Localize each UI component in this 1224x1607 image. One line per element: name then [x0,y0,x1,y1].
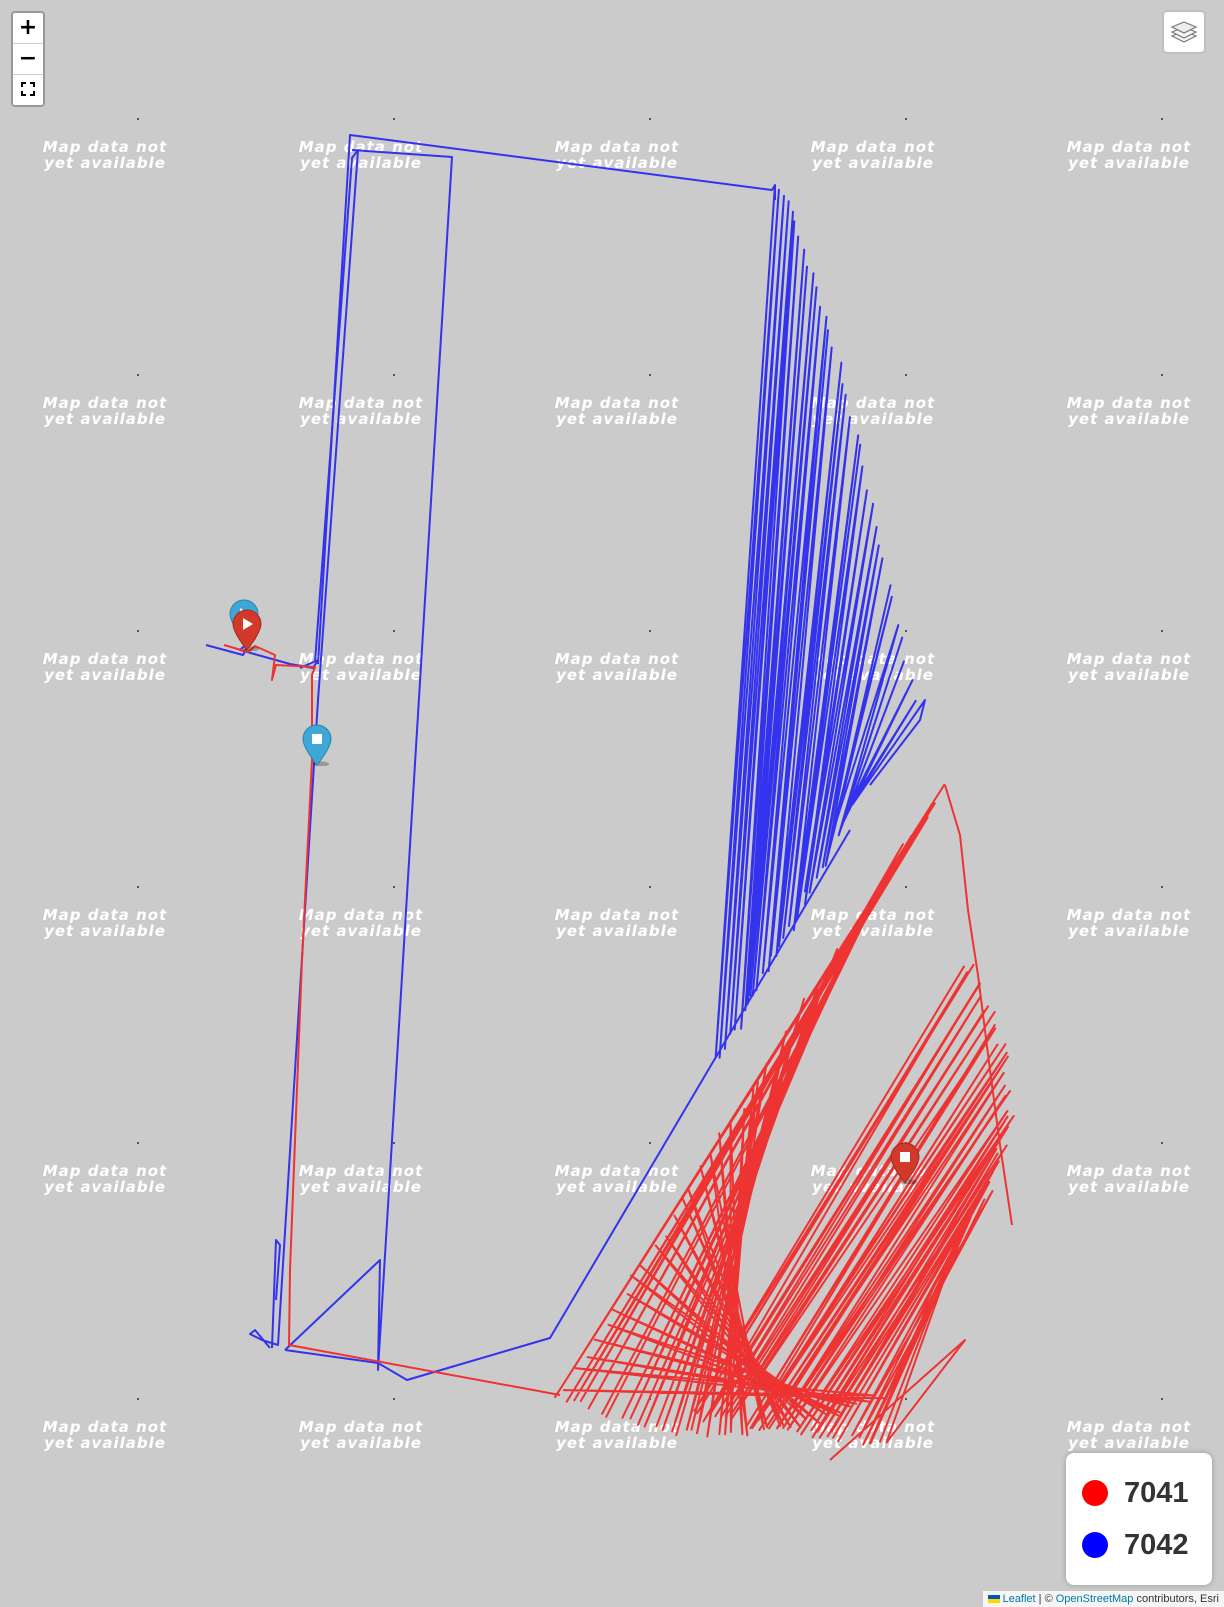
stop-icon [312,734,322,744]
tile-corner-dot [905,1398,907,1400]
tile-placeholder-text: Map data not yet available [1066,138,1192,172]
legend: 7041 7042 [1066,1453,1212,1585]
tile-corner-dot [393,630,395,632]
track-segment [944,784,1013,1226]
track-7042[interactable] [205,134,926,1381]
start-marker-7041[interactable] [231,609,263,651]
fullscreen-button[interactable] [13,75,43,105]
legend-swatch [1082,1480,1108,1506]
tile-placeholder-text: Map data not yet available [554,138,680,172]
end-marker-7042[interactable] [301,724,333,766]
attribution: Leaflet | © OpenStreetMap contributors, … [982,1591,1224,1607]
track-segment [284,829,851,1381]
tile-placeholder-text: Map data not yet available [810,394,936,428]
layers-icon [1170,21,1198,43]
zoom-control: + − [11,11,45,107]
tile-corner-dot [649,886,651,888]
end-marker-7041[interactable] [889,1142,921,1184]
tile-corner-dot [137,630,139,632]
tile-corner-dot [393,1142,395,1144]
tile-placeholder-text: Map data not yet available [42,906,168,940]
tile-corner-dot [1161,118,1163,120]
fullscreen-icon [21,82,35,96]
legend-label: 7041 [1124,1476,1189,1509]
play-icon [243,618,253,630]
track-segment [223,644,561,1396]
tile-corner-dot [393,118,395,120]
ukraine-flag-icon [987,1595,1000,1603]
tile-placeholder-text: Map data not yet available [554,650,680,684]
tile-placeholder-text: Map data not yet available [1066,1162,1192,1196]
tile-corner-dot [137,374,139,376]
tile-corner-dot [393,374,395,376]
zoom-out-button[interactable]: − [13,44,43,75]
tile-placeholder-text: Map data not yet available [1066,1418,1192,1452]
tile-placeholder-text: Map data not yet available [42,138,168,172]
tile-placeholder-text: Map data not yet available [298,906,424,940]
tile-placeholder-text: Map data not yet available [810,138,936,172]
tile-placeholder-text: Map data not yet available [42,1162,168,1196]
legend-label: 7042 [1124,1528,1189,1561]
tile-corner-dot [137,118,139,120]
tile-corner-dot [905,374,907,376]
tile-corner-dot [905,118,907,120]
leaflet-link[interactable]: Leaflet [1002,1593,1036,1605]
tile-placeholder-text: Map data not yet available [554,1162,680,1196]
track-7041[interactable] [223,644,1015,1461]
layers-control-button[interactable] [1162,10,1206,54]
tile-corner-dot [905,886,907,888]
tile-corner-dot [649,374,651,376]
tile-placeholder-text: Map data not yet available [810,1162,936,1196]
tile-placeholder-text: Map data not yet available [42,394,168,428]
tile-corner-dot [393,886,395,888]
tile-corner-dot [1161,886,1163,888]
tile-placeholder-text: Map data not yet available [298,394,424,428]
tile-corner-dot [393,1398,395,1400]
tile-placeholder-text: Map data not yet available [42,650,168,684]
tile-corner-dot [137,886,139,888]
tile-corner-dot [905,630,907,632]
tile-corner-dot [137,1142,139,1144]
track-segment [693,963,1015,1461]
tile-corner-dot [1161,630,1163,632]
track-segment [271,1239,281,1349]
track-segment [249,149,359,1349]
osm-link[interactable]: OpenStreetMap [1055,1593,1134,1605]
tile-corner-dot [1161,1398,1163,1400]
zoom-in-button[interactable]: + [13,13,43,44]
legend-item-7041: 7041 [1082,1467,1196,1519]
tile-corner-dot [649,630,651,632]
tile-corner-dot [137,1398,139,1400]
tile-placeholder-text: Map data not yet available [298,1162,424,1196]
tile-placeholder-text: Map data not yet available [1066,394,1192,428]
track-segment [317,134,776,665]
tile-corner-dot [1161,374,1163,376]
legend-item-7042: 7042 [1082,1519,1196,1571]
tile-placeholder-text: Map data not yet available [554,906,680,940]
track-segment [554,783,946,1438]
tile-placeholder-text: Map data not yet available [554,1418,680,1452]
tile-corner-dot [649,118,651,120]
attribution-separator: | © [1035,1593,1056,1605]
track-segment [714,185,926,1059]
tile-placeholder-text: Map data not yet available [554,394,680,428]
track-segment [284,149,453,1371]
tile-placeholder-text: Map data not yet available [298,1418,424,1452]
attribution-suffix: contributors, Esri [1133,1593,1219,1605]
stop-icon [900,1152,910,1162]
tile-placeholder-text: Map data not yet available [1066,906,1192,940]
tile-corner-dot [1161,1142,1163,1144]
tile-placeholder-text: Map data not yet available [42,1418,168,1452]
tile-placeholder-text: Map data not yet available [1066,650,1192,684]
tile-corner-dot [649,1142,651,1144]
legend-swatch [1082,1532,1108,1558]
